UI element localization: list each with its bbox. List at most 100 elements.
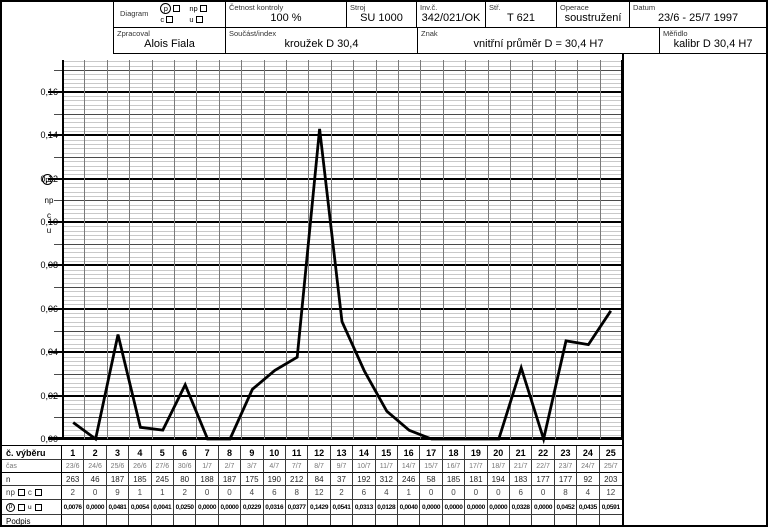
sample-number-cell: 10: [263, 446, 286, 460]
np-cell: 0: [218, 486, 242, 500]
gridline-fine: [62, 295, 622, 297]
p-value-cell: 0,0229: [241, 500, 264, 515]
p-value-cell: 0,0000: [84, 500, 107, 515]
field-datum: Datum 23/6 - 25/7 1997: [630, 2, 766, 27]
p-value-cell: 0,0316: [263, 500, 286, 515]
gridline-vertical: [196, 60, 198, 439]
np-cell: 2: [62, 486, 85, 500]
gridline-fine: [62, 152, 622, 154]
gridline-vertical: [218, 60, 220, 439]
date-cell: 22/7: [532, 460, 555, 473]
gridline-fine: [62, 365, 622, 367]
n-cell: 246: [397, 473, 421, 486]
row-label-sample-no: č. výběru: [2, 446, 62, 460]
field-label: Inv.č.: [420, 3, 438, 12]
np-cell: 0: [196, 486, 219, 500]
np-cell: 4: [241, 486, 264, 500]
gridline-vertical: [84, 60, 86, 439]
signature-cell: [107, 515, 130, 525]
gridline-fine: [62, 326, 622, 328]
gridline-vertical: [241, 60, 243, 439]
np-cell: 0: [487, 486, 510, 500]
date-cell: 1/7: [196, 460, 219, 473]
sample-number-cell: 21: [509, 446, 533, 460]
field-value: 100 %: [270, 12, 302, 24]
np-cell: 1: [129, 486, 152, 500]
n-cell: 188: [196, 473, 219, 486]
gridline-labeled: [48, 90, 622, 93]
gridline-vertical: [263, 60, 265, 439]
signature-cell: [353, 515, 376, 525]
gridline-vertical: [487, 60, 489, 439]
field-label: Stroj: [350, 3, 366, 12]
checkbox-icon: [195, 16, 203, 23]
np-cell: 1: [151, 486, 174, 500]
checkbox-icon: [17, 489, 25, 496]
sample-number-cell: 20: [487, 446, 510, 460]
field-label: Četnost kontroly: [229, 3, 284, 12]
date-cell: 25/6: [106, 460, 130, 473]
gridline-vertical: [599, 60, 601, 439]
checkbox-icon: [166, 16, 174, 23]
p-value-cell: 0,0000: [218, 500, 242, 515]
n-cell: 92: [577, 473, 600, 486]
signature-cell: [443, 515, 466, 525]
date-cell: 16/7: [442, 460, 466, 473]
gridline-fine: [62, 109, 622, 111]
n-cell: 84: [308, 473, 331, 486]
gridline-medium: [54, 70, 622, 72]
gridline-fine: [62, 122, 622, 124]
gridline-vertical: [151, 60, 153, 439]
gridline-fine: [62, 282, 622, 284]
n-cell: 192: [353, 473, 376, 486]
gridline-medium: [54, 417, 622, 419]
n-cell: 181: [465, 473, 488, 486]
n-cell: 80: [173, 473, 197, 486]
gridline-fine: [62, 347, 622, 349]
date-cell: 17/7: [465, 460, 488, 473]
p-value-cell: 0,0313: [353, 500, 376, 515]
p-chart-plot: [48, 60, 623, 445]
signature-cell: [420, 515, 443, 525]
signature-cell: [84, 515, 107, 525]
gridline-labeled: [48, 221, 622, 223]
gridline-labeled: [48, 394, 622, 397]
gridline-fine: [62, 421, 622, 423]
gridline-fine: [62, 61, 622, 63]
p-chart-line: [72, 128, 612, 445]
gridline-medium: [54, 373, 622, 375]
field-label: Diagram: [120, 9, 149, 18]
np-cell: 0: [420, 486, 443, 500]
gridline-fine: [62, 304, 622, 306]
gridline-fine: [62, 208, 622, 210]
sample-number-cell: 24: [577, 446, 600, 460]
circled-p-marker: p: [6, 502, 15, 512]
gridline-labeled: [48, 307, 622, 310]
gridline-fine: [62, 217, 622, 219]
gridline-fine: [62, 399, 622, 401]
p-value-cell: 0,0000: [442, 500, 466, 515]
field-value: kalibr D 30,4 H7: [673, 38, 753, 50]
field-value: Alois Fiala: [144, 38, 195, 50]
n-cell: 312: [375, 473, 398, 486]
gridline-fine: [62, 235, 622, 237]
p-value-cell: 0,0000: [532, 500, 555, 515]
gridline-fine: [62, 404, 622, 406]
gridline-fine: [62, 96, 622, 98]
signature-cell: [264, 515, 286, 525]
gridline-fine: [62, 204, 622, 206]
p-value-cell: 0,0377: [285, 500, 309, 515]
sample-number-cell: 2: [84, 446, 107, 460]
sample-number-cell: 4: [129, 446, 152, 460]
gridline-medium: [54, 243, 622, 245]
date-cell: 15/7: [420, 460, 443, 473]
signature-cell: [152, 515, 174, 525]
signature-cell: [174, 515, 197, 525]
sample-number-cell: 11: [285, 446, 309, 460]
gridline-vertical: [106, 60, 108, 439]
field-label: Zpracoval: [117, 29, 150, 38]
gridline-medium: [54, 113, 622, 115]
sample-data-table: č. výběru 1 2 3 4 5 6 7 8 9 10 11 12 13 14 15 16 17 18 19 20…: [2, 445, 622, 525]
gridline-fine: [62, 226, 622, 228]
